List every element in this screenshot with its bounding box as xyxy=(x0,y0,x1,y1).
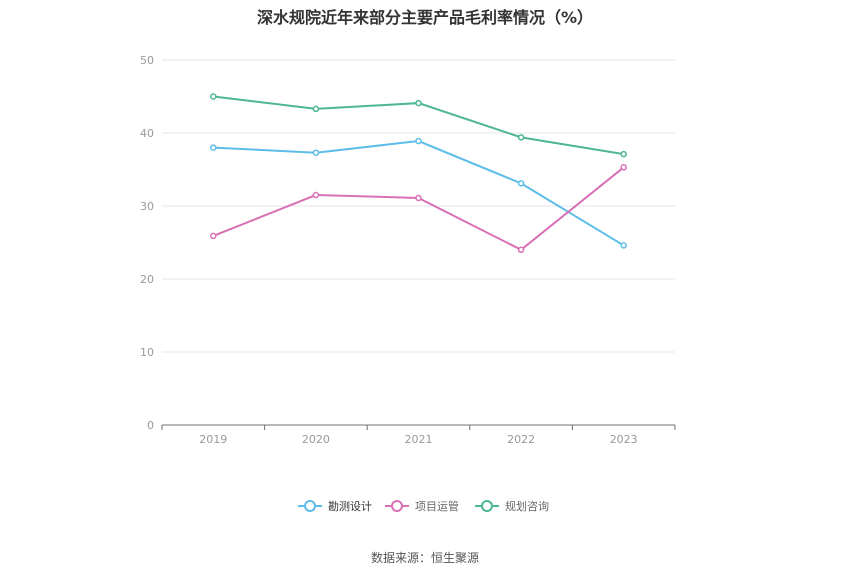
legend-marker-icon xyxy=(391,500,403,512)
x-tick-label: 2021 xyxy=(405,433,433,446)
data-point[interactable] xyxy=(415,194,422,202)
x-tick-label: 2020 xyxy=(302,433,330,446)
legend: 勘测设计 项目运管 规划咨询 xyxy=(298,499,549,513)
data-point[interactable] xyxy=(312,149,320,156)
legend-label: 项目运管 xyxy=(415,499,459,513)
legend-marker-icon xyxy=(304,500,316,512)
data-point[interactable] xyxy=(312,105,320,113)
data-point[interactable] xyxy=(517,246,525,254)
x-axis: 2019 2020 2021 2022 2023 xyxy=(161,424,676,446)
chart-title: 深水规院近年来部分主要产品毛利率情况（%） xyxy=(256,8,594,27)
data-point[interactable] xyxy=(620,164,627,171)
legend-item[interactable]: 项目运管 xyxy=(385,499,459,513)
x-tick-label: 2023 xyxy=(610,433,638,446)
data-point[interactable] xyxy=(517,134,525,141)
legend-item[interactable]: 规划咨询 xyxy=(475,499,549,513)
legend-label: 规划咨询 xyxy=(505,499,549,513)
y-tick-label: 30 xyxy=(140,200,154,213)
series-points xyxy=(210,93,627,254)
y-tick-label: 0 xyxy=(147,419,154,432)
data-point[interactable] xyxy=(210,144,217,151)
data-point[interactable] xyxy=(620,150,627,158)
y-tick-label: 50 xyxy=(140,54,154,67)
series-line xyxy=(213,140,625,247)
y-tick-label: 40 xyxy=(140,127,154,140)
source-note: 数据来源：恒生聚源 xyxy=(370,551,479,565)
data-point[interactable] xyxy=(620,242,627,249)
y-tick-label: 10 xyxy=(140,346,154,359)
legend-marker-icon xyxy=(481,500,493,512)
y-tick-label: 20 xyxy=(140,273,154,286)
legend-label: 勘测设计 xyxy=(328,500,372,513)
series-lines xyxy=(212,95,625,251)
data-point[interactable] xyxy=(210,232,217,240)
grid-lines xyxy=(162,59,675,353)
x-tick-label: 2019 xyxy=(199,433,227,446)
x-tick-label: 2022 xyxy=(507,433,535,446)
data-point[interactable] xyxy=(415,137,422,145)
data-point[interactable] xyxy=(415,99,422,107)
y-axis: 0 10 20 30 40 50 xyxy=(140,54,154,432)
data-point[interactable] xyxy=(517,180,525,187)
data-point[interactable] xyxy=(312,191,320,199)
legend-item[interactable]: 勘测设计 xyxy=(298,500,372,513)
data-point[interactable] xyxy=(210,93,217,100)
